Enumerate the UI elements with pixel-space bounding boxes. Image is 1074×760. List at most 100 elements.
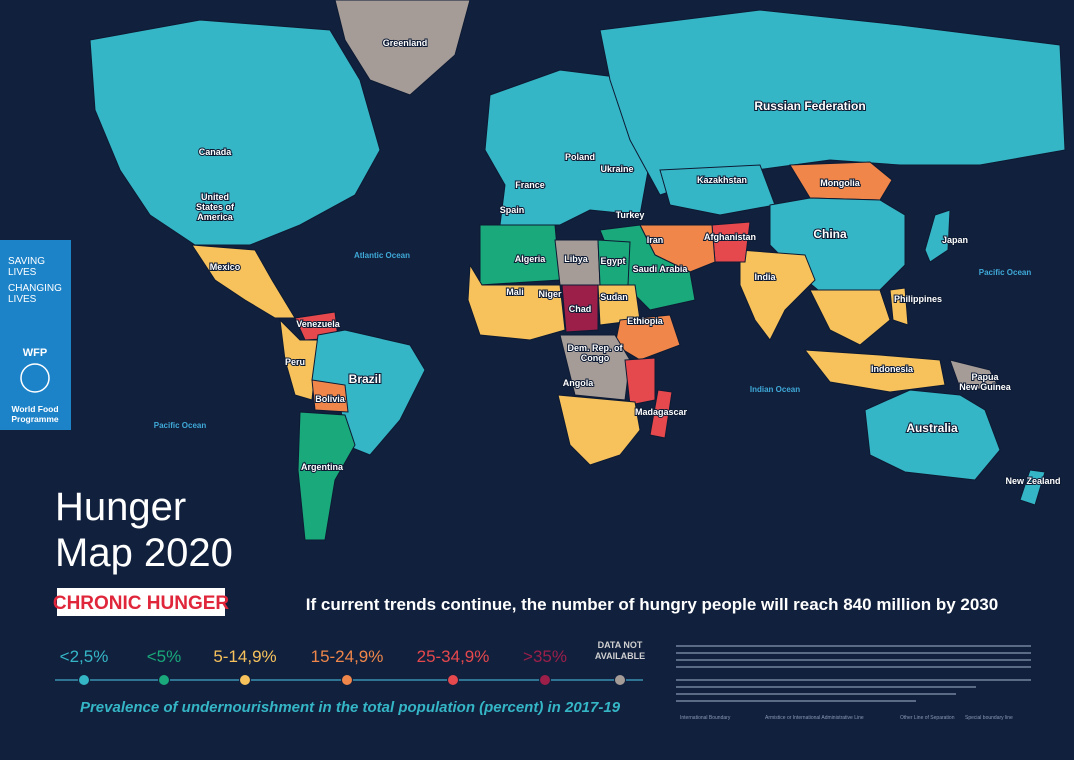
- country-label: Chad: [569, 304, 592, 314]
- boundary-label: International Boundary: [680, 715, 731, 721]
- title-line: Hunger: [55, 485, 186, 529]
- country-label: Peru: [285, 357, 305, 367]
- country-label: Egypt: [600, 256, 625, 266]
- legend-caption: Prevalence of undernourishment in the to…: [80, 699, 621, 716]
- india: [739, 249, 816, 341]
- legend-label: <5%: [147, 647, 182, 666]
- country-label: France: [515, 180, 545, 190]
- country-labels: Greenland Canada United States of America …: [195, 37, 1062, 487]
- legend-dot: [239, 674, 251, 686]
- country-label: United States of America: [196, 192, 235, 222]
- country-label: Philippines: [894, 294, 942, 304]
- banner-text: LIVES: [8, 267, 37, 278]
- country-label: Dem. Rep. of Congo: [567, 343, 623, 363]
- title-line: Map 2020: [55, 531, 233, 575]
- country-label: Angola: [563, 378, 594, 388]
- legend-label: 5-14,9%: [213, 647, 276, 666]
- country-label: Madagascar: [635, 407, 688, 417]
- country-label: Australia: [906, 421, 958, 435]
- country-label: Mali: [506, 287, 524, 297]
- country-label: Mexico: [210, 262, 241, 272]
- country-label: Brazil: [349, 372, 382, 386]
- badge-box: [57, 588, 225, 616]
- legend-dot: [447, 674, 459, 686]
- mongolia: [789, 161, 893, 201]
- country-label: New Zealand: [1005, 476, 1060, 486]
- country-label: Bolivia: [315, 394, 346, 404]
- chad: [561, 284, 599, 333]
- ocean-label: Indian Ocean: [750, 385, 800, 394]
- banner-text: LIVES: [8, 294, 37, 305]
- notes-block: International Boundary Armistice or Inte…: [676, 645, 1031, 721]
- country-label: Mongolia: [820, 178, 860, 188]
- banner-box: [0, 240, 71, 430]
- boundary-label: Special boundary line: [965, 715, 1013, 721]
- kazakhstan: [659, 164, 776, 216]
- country-label: Saudi Arabia: [633, 264, 689, 274]
- org-name: World Food: [11, 404, 58, 414]
- afghanistan: [711, 221, 751, 263]
- country-label: Argentina: [301, 462, 344, 472]
- boundary-label: Other Line of Separation: [900, 715, 955, 721]
- country-label: Algeria: [515, 254, 547, 264]
- country-label: Ukraine: [600, 164, 633, 174]
- legend-label: <2,5%: [60, 647, 109, 666]
- country-label: Libya: [564, 254, 589, 264]
- central-america: [191, 244, 296, 319]
- country-label: Indonesia: [871, 364, 914, 374]
- andes: [279, 318, 319, 401]
- sahel: [467, 263, 566, 341]
- country-label: Sudan: [600, 292, 628, 302]
- country-label: China: [813, 227, 847, 241]
- country-label: India: [754, 272, 776, 282]
- legend: <2,5% <5% 5-14,9% 15-24,9% 25-34,9% >35% DATA …: [60, 640, 645, 686]
- note-line: [676, 659, 1031, 661]
- ocean-label: Pacific Ocean: [154, 421, 207, 430]
- country-label: Papua New Guinea: [959, 372, 1012, 392]
- land: [89, 0, 1066, 541]
- country-label: Ethiopia: [627, 316, 663, 326]
- note-line: [676, 693, 956, 695]
- org-name: Programme: [11, 414, 59, 424]
- badge-text: CHRONIC HUNGER: [53, 593, 230, 614]
- note-line: [676, 652, 1031, 654]
- note-line: [676, 645, 1031, 647]
- country-label: Niger: [538, 289, 562, 299]
- note-line: [676, 666, 1031, 668]
- note-line: [676, 700, 916, 702]
- note-line: [676, 679, 1031, 681]
- philippines: [889, 287, 909, 326]
- legend-label: >35%: [523, 647, 567, 666]
- argentina: [297, 411, 356, 541]
- boundary-label: Armistice or International Administrativ…: [765, 715, 864, 721]
- legend-dot: [614, 674, 626, 686]
- country-label: Poland: [565, 152, 595, 162]
- legend-label: DATA NOT AVAILABLE: [595, 640, 645, 661]
- country-label: Turkey: [616, 210, 645, 220]
- ocean-labels: Atlantic Ocean Pacific Ocean Pacific Oce…: [154, 251, 1032, 430]
- russia: [599, 9, 1066, 196]
- country-label: Iran: [647, 235, 664, 245]
- greenland: [334, 0, 471, 96]
- legend-dot: [158, 674, 170, 686]
- side-banner: SAVING LIVES CHANGING LIVES WFP World Fo…: [0, 240, 71, 430]
- logo-emblem: [20, 363, 50, 393]
- new-zealand: [1019, 469, 1046, 506]
- country-label: Afghanistan: [704, 232, 756, 242]
- east-africa: [624, 357, 656, 406]
- papua: [949, 359, 1001, 391]
- country-label: Canada: [199, 147, 233, 157]
- japan: [924, 209, 951, 263]
- banner-text: SAVING: [8, 256, 45, 267]
- australia: [864, 389, 1001, 481]
- indonesia: [803, 349, 946, 393]
- country-label: Japan: [942, 235, 968, 245]
- note-line: [676, 686, 976, 688]
- bolivia: [311, 379, 349, 413]
- ocean-label: Atlantic Ocean: [354, 251, 410, 260]
- ocean-label: Pacific Ocean: [979, 268, 1032, 277]
- country-label: Spain: [500, 205, 525, 215]
- legend-dot: [341, 674, 353, 686]
- logo-text: WFP: [23, 347, 47, 359]
